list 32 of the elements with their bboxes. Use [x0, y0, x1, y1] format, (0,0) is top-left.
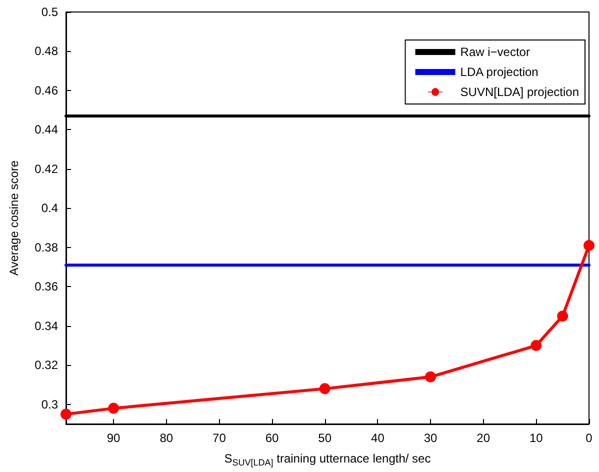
x-tick-label: 0: [586, 431, 593, 445]
point: [530, 340, 542, 352]
point: [60, 408, 72, 420]
y-axis-title: Average cosine score: [7, 160, 21, 276]
y-tick-label: 0.4: [41, 201, 58, 216]
x-tick-label: 40: [371, 431, 385, 445]
x-tick-label: 80: [160, 431, 174, 445]
x-tick-label: 70: [212, 431, 226, 445]
y-tick-label: 0.3: [41, 397, 58, 412]
x-tick-label: 90: [106, 431, 121, 445]
x-tick-label: 30: [424, 431, 438, 445]
y-tick-label: 0.46: [34, 83, 58, 98]
legend-label: LDA projection: [460, 65, 538, 79]
x-tick-label: 50: [318, 431, 332, 445]
y-tick-label: 0.38: [34, 240, 58, 254]
y-tick-label: 0.42: [34, 162, 58, 176]
point: [319, 383, 330, 394]
x-tick-label: 10: [529, 431, 544, 445]
legend-label: SUVN[LDA] projection: [460, 85, 579, 99]
point: [557, 310, 568, 322]
x-tick-label: 20: [476, 431, 490, 445]
y-tick-label: 0.48: [34, 44, 58, 58]
y-tick-label: 0.34: [34, 318, 58, 333]
y-tick-label: 0.44: [34, 122, 58, 137]
y-tick-label: 0.32: [34, 358, 58, 372]
y-tick-label: 0.5: [41, 5, 58, 19]
x-tick-label: 60: [265, 431, 280, 445]
y-tick-label: 0.36: [34, 280, 58, 294]
point: [584, 240, 594, 251]
point: [425, 371, 436, 382]
point: [108, 402, 120, 414]
legend-label: Raw i−vector: [460, 45, 530, 59]
